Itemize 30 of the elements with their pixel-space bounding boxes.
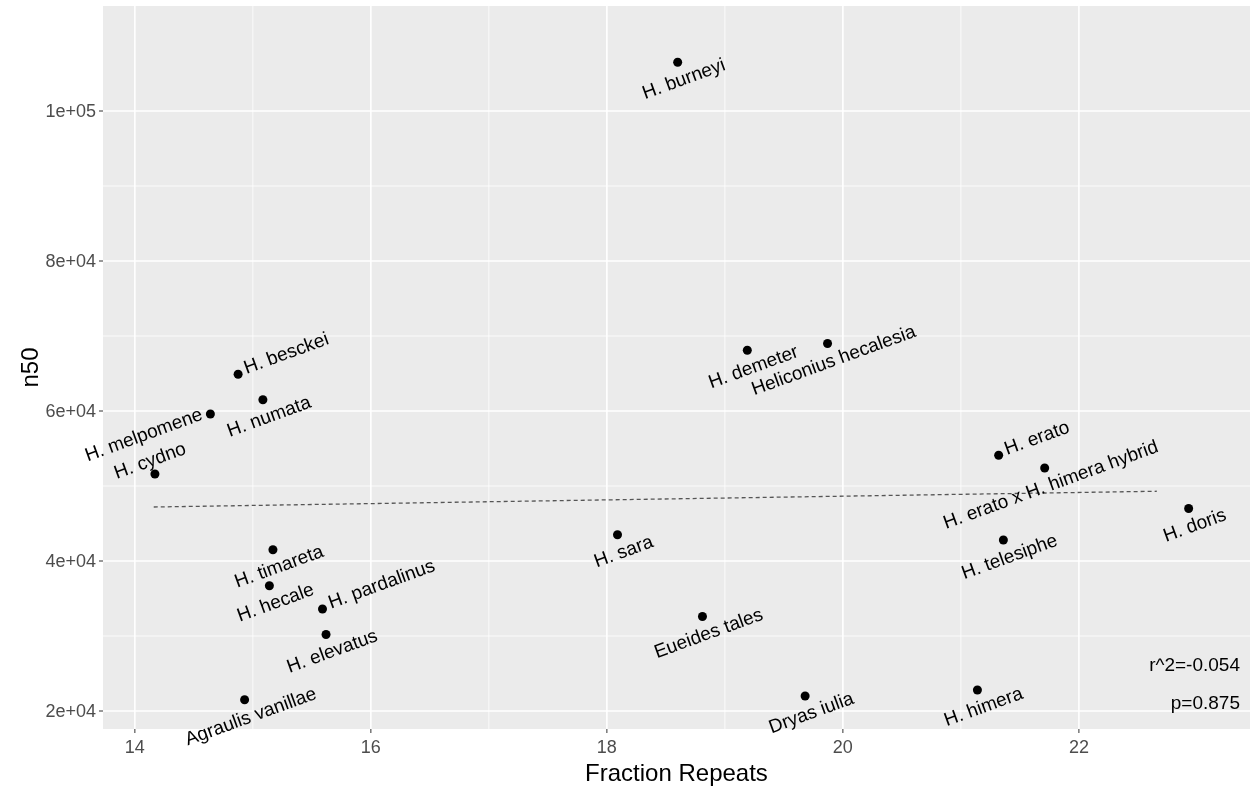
- x-tick-label: 22: [1068, 737, 1089, 757]
- annotation: H. doris: [1160, 503, 1229, 546]
- y-tick-label: 8e+04: [45, 251, 96, 272]
- x-axis-title: Fraction Repeats: [585, 759, 768, 786]
- annotation: H. numata: [223, 390, 314, 441]
- x-tick-label: 20: [832, 737, 853, 757]
- annotation: Dryas iulia: [765, 686, 857, 738]
- point: [697, 612, 707, 621]
- x-tick-label: 14: [124, 737, 145, 757]
- annotation: H. erato: [1001, 415, 1072, 459]
- annotation: p=0.875: [1170, 692, 1240, 713]
- point: [823, 339, 833, 348]
- point: [240, 695, 250, 705]
- point: [800, 691, 810, 701]
- y-tick-label: 1e+05: [45, 101, 96, 122]
- x-tick-label: 16: [360, 737, 381, 757]
- annotation: H. elevatus: [283, 624, 381, 677]
- y-tick-label: 6e+04: [45, 401, 96, 422]
- point: [994, 450, 1004, 460]
- point: [317, 604, 327, 614]
- y-axis-title: n50: [16, 347, 43, 388]
- annotation: H. sara: [590, 530, 657, 572]
- annotation: r^2=-0.054: [1149, 654, 1241, 675]
- point: [205, 409, 215, 419]
- x-tick-label: 18: [596, 737, 617, 757]
- point: [233, 369, 243, 379]
- annotation: Eueides tales: [651, 603, 766, 662]
- y-tick-label: 2e+04: [45, 701, 96, 722]
- annotation: H. himera: [940, 682, 1026, 731]
- y-tick-label: 4e+04: [45, 551, 96, 572]
